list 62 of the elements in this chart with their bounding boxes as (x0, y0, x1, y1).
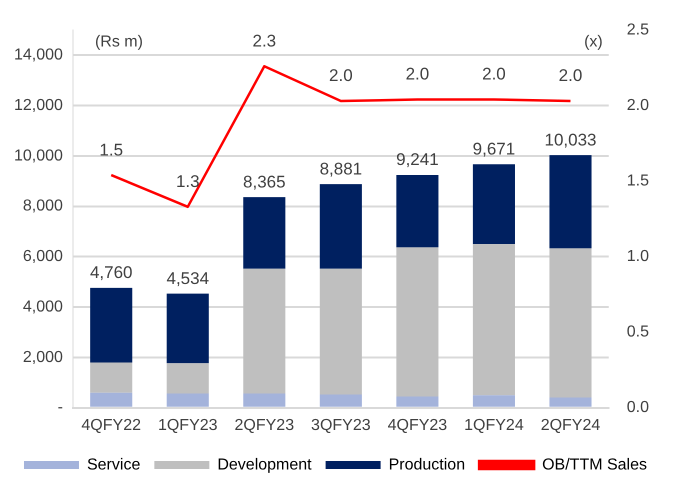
bar (396, 175, 438, 248)
y-tick-label: 4,000 (22, 298, 64, 316)
total-label: 9,671 (472, 139, 516, 158)
bar (549, 248, 592, 398)
data-label: 1.3 (176, 172, 200, 191)
total-label: 4,534 (166, 268, 210, 288)
legend-label: Production (388, 456, 466, 474)
y2-tick-label: 1.5 (626, 172, 650, 190)
data-label: 2.0 (558, 66, 582, 86)
x-tick-label: 1QFY23 (158, 416, 218, 434)
x-tick-label: 4QFY22 (81, 416, 142, 434)
bar (243, 197, 286, 269)
bar (549, 155, 592, 248)
total-label: 8,881 (320, 159, 362, 178)
y2-tick-label: 2.5 (626, 21, 650, 38)
bar (90, 392, 132, 407)
total-label: 4,760 (90, 263, 132, 282)
y-tick-label: 8,000 (22, 198, 64, 215)
bar (243, 268, 286, 394)
data-label: 2.3 (252, 31, 276, 50)
y-tick-label: - (58, 399, 63, 416)
bar (396, 396, 438, 407)
legend-label: Service (86, 456, 140, 474)
bar (472, 164, 515, 244)
y2-axis-title: (x) (584, 33, 603, 50)
bar (549, 397, 592, 407)
bar (166, 294, 209, 364)
y2-tick-label: 0.5 (626, 324, 650, 341)
x-tick-label: 3QFY23 (311, 416, 371, 434)
total-label: 10,033 (544, 130, 596, 150)
x-tick-label: 2QFY23 (234, 416, 294, 434)
y2-tick-label: 2.0 (626, 96, 650, 114)
y-tick-label: 10,000 (14, 147, 64, 164)
y-tick-label: 6,000 (22, 248, 64, 266)
bar (320, 184, 362, 269)
x-tick-label: 2QFY24 (540, 416, 600, 434)
bar (90, 362, 132, 393)
bar (472, 244, 515, 396)
bar (90, 288, 132, 362)
bar (243, 393, 286, 407)
total-label: 8,365 (243, 172, 286, 192)
bar (166, 393, 209, 407)
legend-label: OB/TTM Sales (542, 456, 648, 474)
y-tick-label: 14,000 (14, 46, 64, 64)
bar (166, 363, 209, 394)
bar (320, 268, 362, 394)
legend-label: Development (217, 456, 312, 474)
x-tick-label: 4QFY23 (388, 416, 448, 434)
total-label: 9,241 (396, 150, 439, 170)
y-axis-title: (Rs m) (94, 33, 143, 50)
y-tick-label: 2,000 (22, 348, 64, 366)
x-tick-label: 1QFY24 (464, 416, 524, 434)
data-label: 2.0 (406, 64, 430, 84)
data-label: 2.0 (482, 64, 506, 84)
bar (472, 395, 515, 407)
data-label: 2.0 (329, 66, 353, 86)
y2-tick-label: 0.0 (626, 399, 650, 416)
data-label: 1.5 (99, 140, 124, 160)
bar (396, 247, 438, 396)
y-tick-label: 12,000 (14, 96, 64, 114)
y2-tick-label: 1.0 (626, 248, 650, 266)
bar (320, 394, 362, 407)
